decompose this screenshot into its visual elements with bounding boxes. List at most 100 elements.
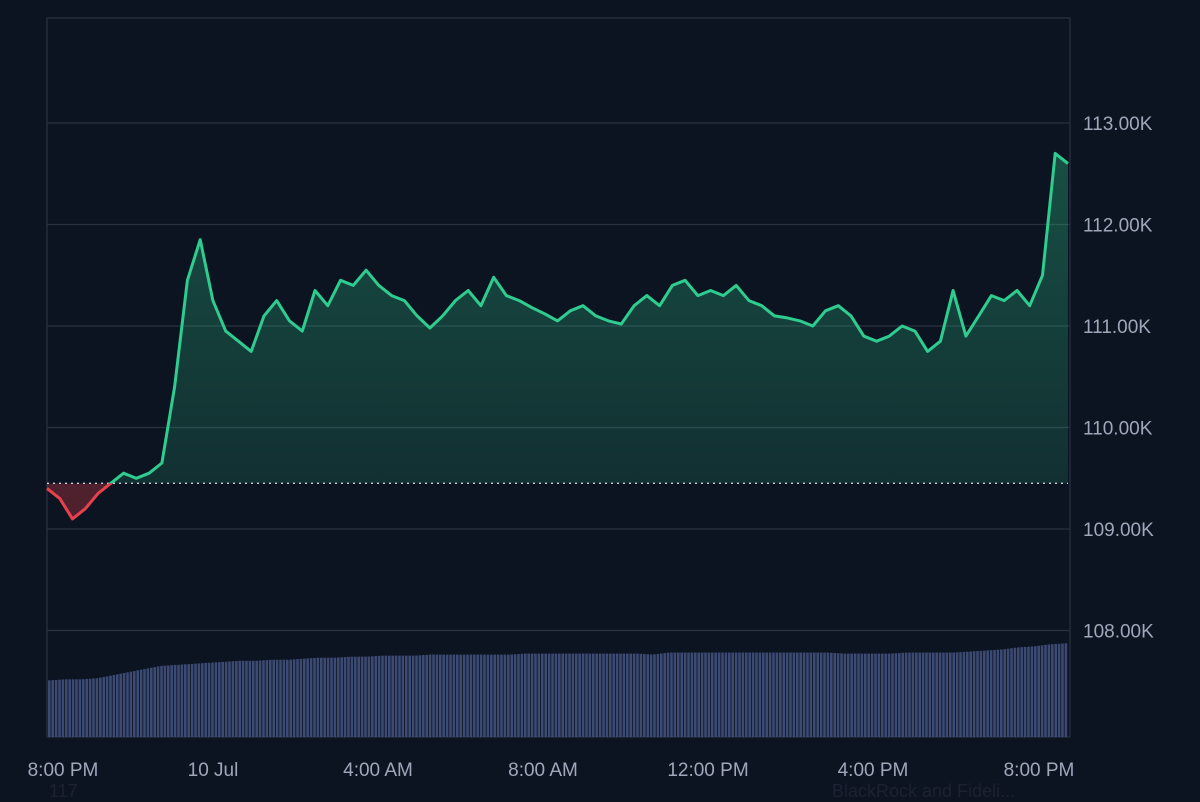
volume-bar	[163, 665, 167, 737]
volume-bar	[92, 678, 95, 737]
volume-bar	[391, 655, 394, 737]
volume-bar	[1054, 643, 1057, 737]
volume-bar	[860, 653, 864, 737]
volume-bar	[343, 657, 347, 737]
volume-bar	[558, 653, 561, 737]
volume-bar	[201, 663, 204, 737]
volume-bar	[197, 663, 201, 737]
volume-bar	[160, 665, 163, 737]
volume-bar	[153, 667, 156, 737]
volume-bar	[405, 655, 408, 737]
volume-bar	[381, 655, 384, 737]
volume-bar	[95, 678, 99, 737]
volume-bar	[122, 673, 126, 737]
volume-bar	[357, 656, 360, 737]
volume-bar	[534, 653, 537, 737]
volume-bar	[908, 652, 911, 737]
footer-note-left: 117	[49, 781, 78, 801]
y-axis-labels: 113.00K 112.00K 111.00K 110.00K 109.00K 108.0…	[1083, 114, 1154, 643]
volume-bar	[785, 652, 789, 737]
volume-bar	[571, 653, 575, 737]
volume-bar	[663, 653, 666, 737]
volume-bar	[116, 674, 119, 737]
volume-bar	[819, 652, 823, 737]
volume-bar	[673, 652, 677, 737]
volume-bar	[146, 668, 150, 737]
volume-bar	[755, 652, 758, 737]
volume-bar	[976, 651, 979, 737]
volume-bar	[99, 677, 102, 737]
volume-bar	[840, 653, 843, 737]
volume-bar	[581, 653, 585, 737]
volume-bar	[204, 663, 207, 737]
volume-bar	[401, 655, 405, 737]
volume-bar	[507, 654, 510, 737]
volume-bar	[612, 653, 615, 737]
x-tick-label: 12:00 PM	[667, 760, 748, 781]
volume-bar	[411, 655, 415, 737]
volume-bar	[544, 653, 547, 737]
volume-bar	[615, 653, 619, 737]
volume-bar	[428, 654, 432, 737]
volume-bar	[564, 653, 568, 737]
volume-bar	[136, 670, 139, 737]
volume-bar	[51, 680, 54, 737]
volume-bar	[241, 660, 245, 737]
volume-bar	[1064, 643, 1068, 737]
volume-bar	[915, 652, 918, 737]
up-area-fill	[110, 153, 1068, 484]
volume-bar	[490, 654, 493, 737]
volume-bar	[704, 652, 707, 737]
volume-bar	[925, 652, 928, 737]
y-tick-label: 111.00K	[1083, 317, 1151, 338]
volume-bar	[167, 665, 170, 737]
volume-bar	[646, 654, 649, 737]
volume-bar	[901, 652, 904, 737]
x-tick-label: 8:00 PM	[1004, 760, 1075, 781]
volume-bar	[989, 650, 993, 737]
volume-bar	[180, 664, 184, 737]
volume-bar	[75, 679, 78, 737]
volume-bar	[1000, 649, 1003, 737]
volume-bar	[292, 659, 296, 737]
volume-bar	[1027, 646, 1030, 737]
x-tick-label: 8:00 PM	[28, 760, 99, 781]
volume-bar	[377, 655, 381, 737]
volume-bar	[245, 660, 248, 737]
volume-bar	[214, 662, 218, 737]
volume-bar	[374, 656, 377, 737]
volume-bar	[143, 669, 146, 737]
x-tick-label: 4:00 PM	[838, 760, 909, 781]
volume-bar	[119, 673, 122, 737]
x-tick-label: 8:00 AM	[508, 760, 578, 781]
volume-bar	[537, 653, 541, 737]
volume-bar	[867, 653, 870, 737]
volume-bar	[966, 651, 969, 737]
volume-bar	[415, 655, 418, 737]
volume-bar	[687, 652, 690, 737]
volume-bar	[1051, 644, 1054, 737]
volume-bar	[279, 659, 282, 737]
volume-bar	[316, 657, 320, 737]
volume-bar	[955, 652, 959, 737]
y-tick-label: 110.00K	[1083, 419, 1153, 440]
volume-bar	[306, 658, 309, 737]
volume-bar	[898, 653, 901, 737]
volume-bar	[768, 652, 772, 737]
volume-bar	[408, 655, 411, 737]
volume-bar	[269, 659, 272, 737]
volume-bar	[265, 660, 269, 737]
volume-bar	[303, 658, 306, 737]
volume-bar	[425, 654, 428, 737]
volume-bar	[714, 652, 717, 737]
volume-bar	[619, 653, 622, 737]
volume-bar	[462, 654, 466, 737]
volume-bar	[61, 679, 65, 737]
x-tick-label: 10 Jul	[188, 760, 239, 781]
volume-bar	[187, 664, 190, 737]
volume-bar	[520, 653, 524, 737]
volume-bar	[864, 653, 867, 737]
volume-bar	[690, 652, 694, 737]
volume-bar	[48, 680, 51, 737]
volume-bar	[1061, 643, 1064, 737]
